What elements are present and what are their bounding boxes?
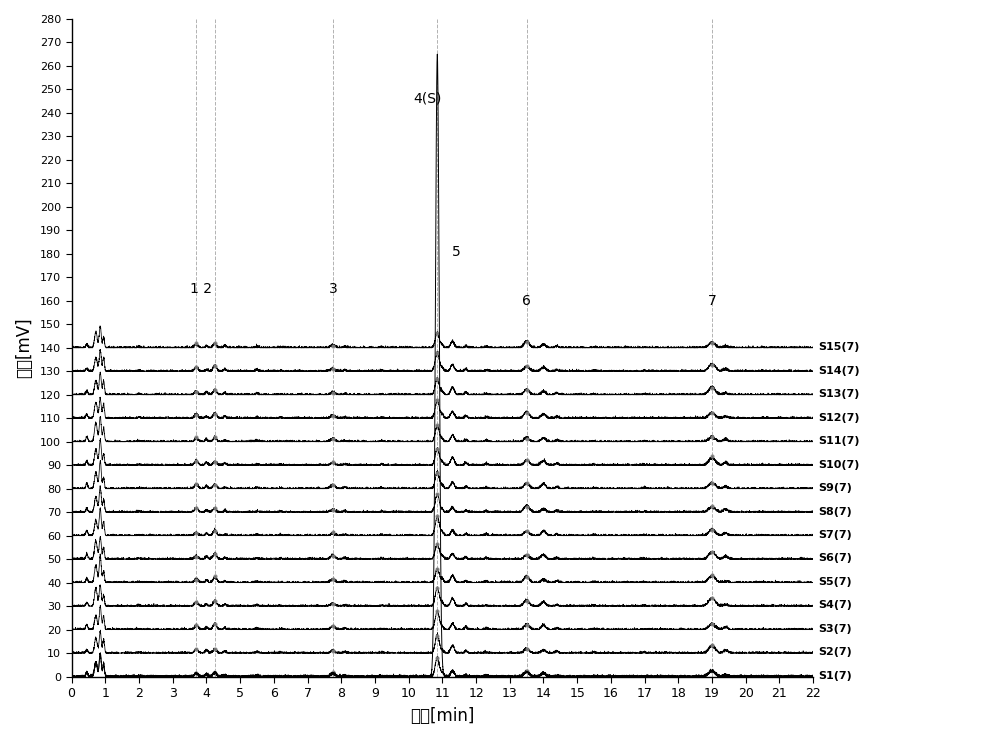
Y-axis label: 信号[mV]: 信号[mV] <box>15 317 33 378</box>
Text: S6(7): S6(7) <box>818 554 852 563</box>
Text: S12(7): S12(7) <box>818 413 860 423</box>
Text: 3: 3 <box>328 282 337 296</box>
Text: S5(7): S5(7) <box>818 577 852 587</box>
Text: 1 2: 1 2 <box>190 282 212 296</box>
Text: S15(7): S15(7) <box>818 342 860 352</box>
Text: S11(7): S11(7) <box>818 436 860 446</box>
Text: S10(7): S10(7) <box>818 460 860 470</box>
Text: S14(7): S14(7) <box>818 366 860 376</box>
Text: 5: 5 <box>451 244 460 258</box>
Text: 6: 6 <box>522 294 531 308</box>
Text: S9(7): S9(7) <box>818 483 852 493</box>
Text: S13(7): S13(7) <box>818 389 860 399</box>
Text: S7(7): S7(7) <box>818 530 852 540</box>
Text: 7: 7 <box>708 294 716 308</box>
Text: S4(7): S4(7) <box>818 600 852 610</box>
Text: S8(7): S8(7) <box>818 506 852 517</box>
Text: S2(7): S2(7) <box>818 648 852 657</box>
X-axis label: 时间[min]: 时间[min] <box>410 707 475 725</box>
Text: S1(7): S1(7) <box>818 671 852 681</box>
Text: S3(7): S3(7) <box>818 624 852 634</box>
Text: 4(S): 4(S) <box>413 92 441 106</box>
